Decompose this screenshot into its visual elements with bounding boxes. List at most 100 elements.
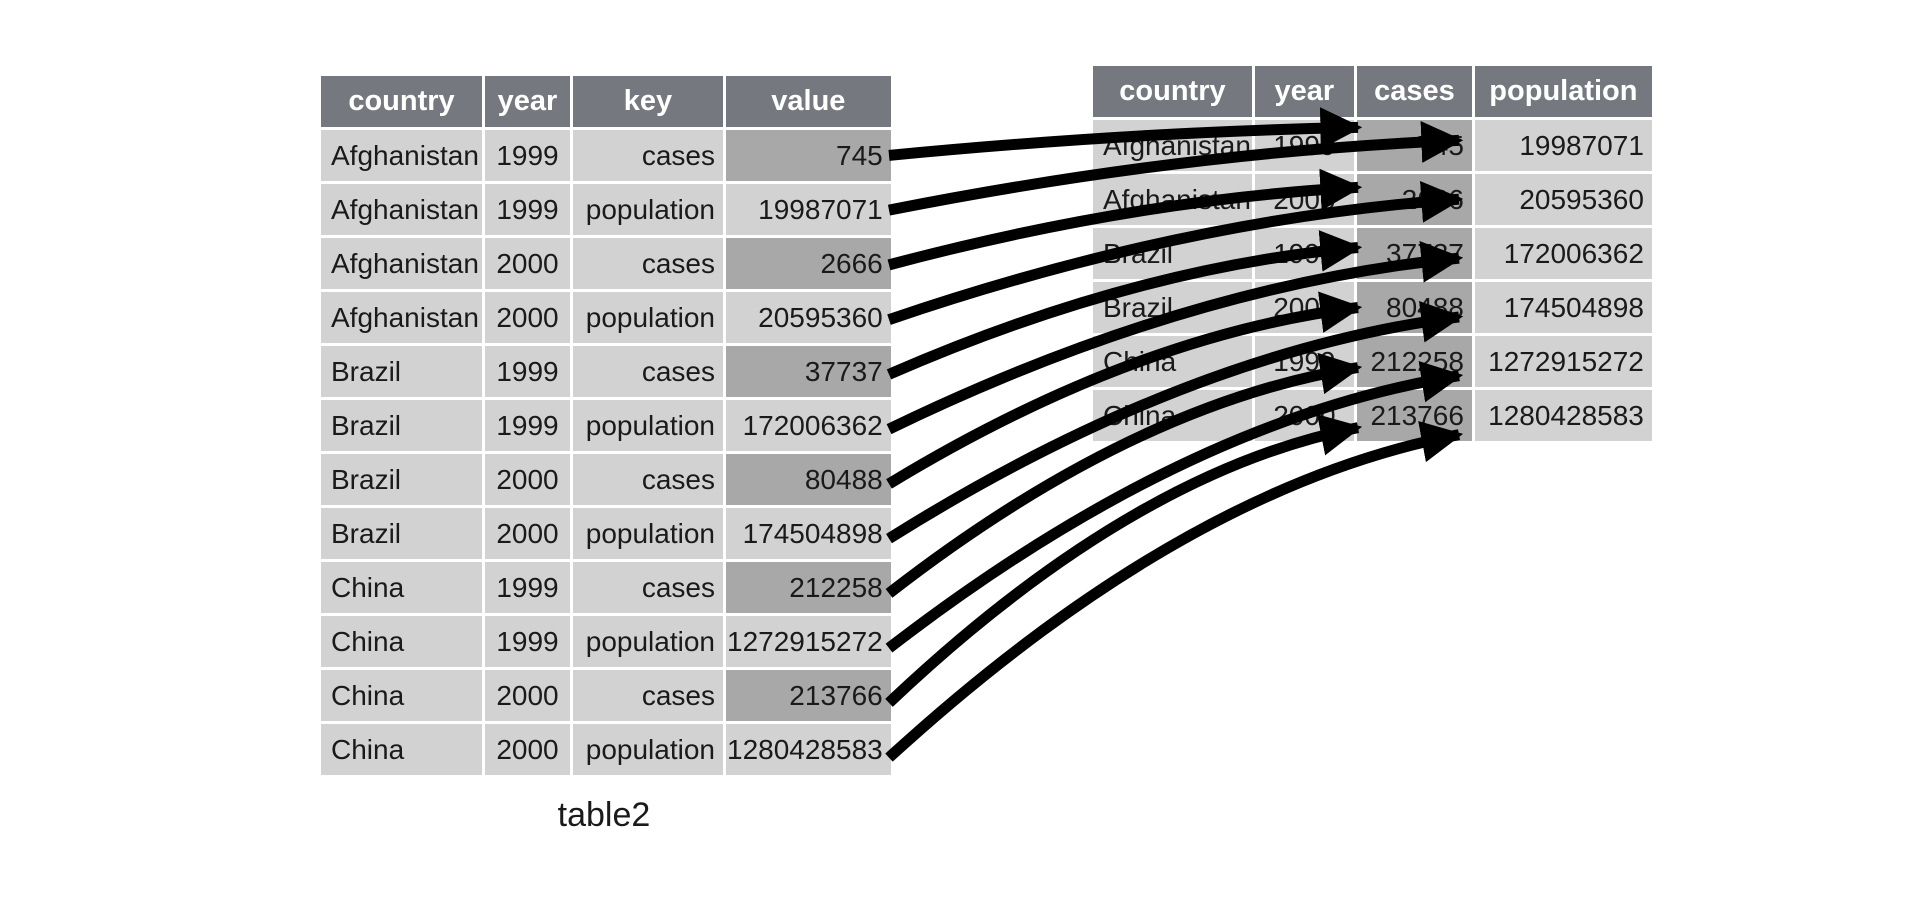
- wide-table-header-row: country year cases population: [1090, 63, 1655, 120]
- table-row: Brazil 2000 population 174504898: [318, 505, 894, 562]
- year-cell: 1999: [1251, 117, 1357, 174]
- table-row: Brazil 1999 population 172006362: [318, 397, 894, 454]
- value-arrow-cases: [885, 414, 1363, 707]
- cases-cell: 80488: [1353, 279, 1475, 336]
- country-cell: Brazil: [318, 343, 485, 400]
- column-header-population: population: [1471, 63, 1655, 120]
- key-cell: cases: [570, 451, 726, 508]
- country-cell: Afghanistan: [318, 127, 485, 184]
- country-cell: China: [318, 721, 485, 778]
- table-row: Afghanistan 2000 2666 20595360: [1090, 171, 1655, 228]
- country-cell: Afghanistan: [1090, 117, 1255, 174]
- table-row: Afghanistan 2000 population 20595360: [318, 289, 894, 346]
- cases-cell: 213766: [1353, 387, 1475, 444]
- key-cell: population: [570, 181, 726, 238]
- value-cell: 37737: [723, 343, 894, 400]
- key-cell: cases: [570, 667, 726, 724]
- table-row: Brazil 2000 cases 80488: [318, 451, 894, 508]
- country-cell: Brazil: [1090, 279, 1255, 336]
- wide-pivoted-table: country year cases population Afghanistan 19…: [1090, 63, 1655, 444]
- value-cell: 80488: [723, 451, 894, 508]
- year-cell: 2000: [482, 721, 573, 778]
- table2-caption: table2: [557, 796, 651, 834]
- year-cell: 1999: [482, 613, 573, 670]
- year-cell: 2000: [1251, 171, 1357, 228]
- column-header-country: country: [1090, 63, 1255, 120]
- cases-cell: 37737: [1353, 225, 1475, 282]
- population-cell: 19987071: [1471, 117, 1655, 174]
- country-cell: Afghanistan: [318, 235, 485, 292]
- population-cell: 20595360: [1471, 171, 1655, 228]
- country-cell: Brazil: [318, 397, 485, 454]
- key-cell: cases: [570, 235, 726, 292]
- population-cell: 1280428583: [1471, 387, 1655, 444]
- table-row: China 2000 population 1280428583: [318, 721, 894, 778]
- year-cell: 2000: [482, 505, 573, 562]
- cases-cell: 745: [1353, 117, 1475, 174]
- long-table-table2: country year key value Afghanistan 1999 cases…: [318, 73, 894, 778]
- year-cell: 1999: [482, 181, 573, 238]
- country-cell: China: [318, 559, 485, 616]
- value-cell: 20595360: [723, 289, 894, 346]
- table-row: Afghanistan 1999 population 19987071: [318, 181, 894, 238]
- country-cell: Brazil: [318, 505, 485, 562]
- value-arrow-population: [885, 421, 1464, 762]
- population-cell: 1272915272: [1471, 333, 1655, 390]
- table-row: Brazil 2000 80488 174504898: [1090, 279, 1655, 336]
- country-cell: Afghanistan: [318, 289, 485, 346]
- value-cell: 172006362: [723, 397, 894, 454]
- value-cell: 2666: [723, 235, 894, 292]
- year-cell: 1999: [1251, 225, 1357, 282]
- key-cell: cases: [570, 127, 726, 184]
- cases-cell: 2666: [1353, 171, 1475, 228]
- year-cell: 1999: [482, 397, 573, 454]
- year-cell: 1999: [1251, 333, 1357, 390]
- table-row: China 1999 212258 1272915272: [1090, 333, 1655, 390]
- population-cell: 174504898: [1471, 279, 1655, 336]
- column-header-country: country: [318, 73, 485, 130]
- key-cell: population: [570, 613, 726, 670]
- key-cell: population: [570, 505, 726, 562]
- value-cell: 745: [723, 127, 894, 184]
- value-cell: 212258: [723, 559, 894, 616]
- table-row: Brazil 1999 37737 172006362: [1090, 225, 1655, 282]
- column-header-year: year: [1251, 63, 1357, 120]
- country-cell: China: [318, 667, 485, 724]
- table-row: China 1999 population 1272915272: [318, 613, 894, 670]
- country-cell: Brazil: [1090, 225, 1255, 282]
- table-row: Brazil 1999 cases 37737: [318, 343, 894, 400]
- year-cell: 2000: [1251, 387, 1357, 444]
- long-table: country year key value Afghanistan 1999 cases…: [318, 73, 894, 778]
- column-header-value: value: [723, 73, 894, 130]
- table-row: China 2000 cases 213766: [318, 667, 894, 724]
- country-cell: China: [318, 613, 485, 670]
- year-cell: 1999: [482, 559, 573, 616]
- wide-table: country year cases population Afghanistan 19…: [1090, 63, 1655, 444]
- value-cell: 213766: [723, 667, 894, 724]
- column-header-key: key: [570, 73, 726, 130]
- key-cell: cases: [570, 559, 726, 616]
- year-cell: 1999: [482, 127, 573, 184]
- table-row: Afghanistan 2000 cases 2666: [318, 235, 894, 292]
- table-row: Afghanistan 1999 745 19987071: [1090, 117, 1655, 174]
- column-header-cases: cases: [1353, 63, 1475, 120]
- key-cell: cases: [570, 343, 726, 400]
- table-row: China 2000 213766 1280428583: [1090, 387, 1655, 444]
- country-cell: Afghanistan: [1090, 171, 1255, 228]
- country-cell: Brazil: [318, 451, 485, 508]
- table-row: China 1999 cases 212258: [318, 559, 894, 616]
- value-cell: 1272915272: [723, 613, 894, 670]
- long-table-header-row: country year key value: [318, 73, 894, 130]
- country-cell: China: [1090, 387, 1255, 444]
- key-cell: population: [570, 397, 726, 454]
- key-cell: population: [570, 721, 726, 778]
- value-cell: 174504898: [723, 505, 894, 562]
- value-cell: 1280428583: [723, 721, 894, 778]
- column-header-year: year: [482, 73, 573, 130]
- population-cell: 172006362: [1471, 225, 1655, 282]
- year-cell: 2000: [482, 289, 573, 346]
- country-cell: Afghanistan: [318, 181, 485, 238]
- year-cell: 2000: [482, 451, 573, 508]
- cases-cell: 212258: [1353, 333, 1475, 390]
